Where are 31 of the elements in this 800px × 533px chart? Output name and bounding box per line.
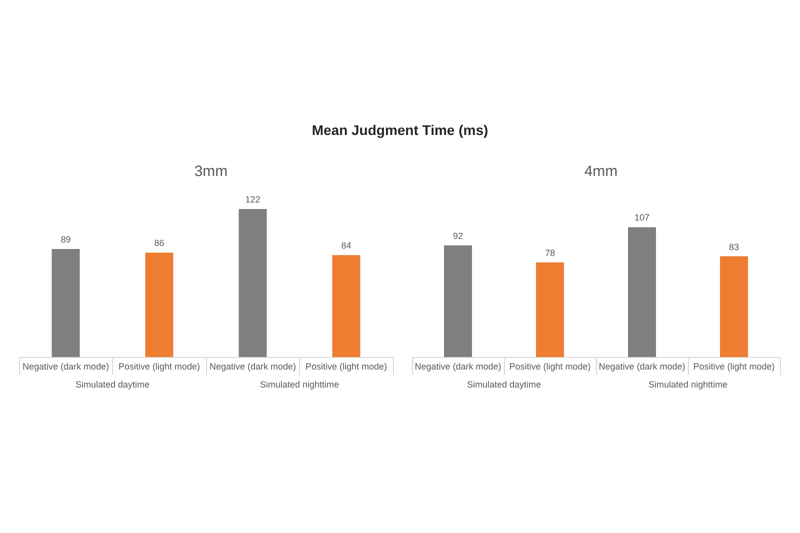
text: Negative (dark mode) bbox=[209, 362, 296, 372]
data-label: 78 bbox=[544, 248, 556, 258]
bar bbox=[238, 209, 267, 357]
chart-subtitle: 3mm bbox=[194, 163, 228, 180]
series-label: Negative (dark mode) bbox=[22, 362, 110, 372]
chart-subtitle: 4mm bbox=[584, 163, 618, 180]
x-tick-label: Simulated daytime bbox=[466, 380, 542, 390]
series-label: Positive (light mode) bbox=[509, 362, 591, 372]
data-label: 86 bbox=[154, 238, 164, 248]
bar bbox=[536, 262, 564, 357]
series-label: Positive (light mode) bbox=[118, 362, 200, 372]
bar bbox=[720, 256, 748, 357]
chart-title: Mean Judgment Time (ms) bbox=[310, 121, 490, 139]
text: Positive (light mode) bbox=[305, 362, 388, 372]
bar bbox=[628, 227, 656, 357]
data-label: 92 bbox=[452, 230, 464, 241]
bar bbox=[444, 245, 472, 357]
data-label: 84 bbox=[341, 240, 352, 251]
x-tick-label: Simulated nighttime bbox=[260, 380, 340, 390]
data-label: 107 bbox=[634, 212, 650, 223]
data-label: 89 bbox=[60, 234, 71, 245]
text: Negative (dark mode) bbox=[598, 362, 686, 372]
text: Positive (light mode) bbox=[693, 362, 775, 372]
data-label: 122 bbox=[245, 194, 260, 204]
bar bbox=[145, 252, 174, 357]
series-label: Negative (dark mode) bbox=[414, 362, 502, 372]
data-label: 83 bbox=[728, 242, 740, 252]
bar bbox=[52, 249, 80, 357]
x-tick-label: Simulated daytime bbox=[75, 380, 150, 390]
x-tick-label: Simulated nighttime bbox=[648, 380, 728, 390]
bar bbox=[332, 255, 360, 357]
